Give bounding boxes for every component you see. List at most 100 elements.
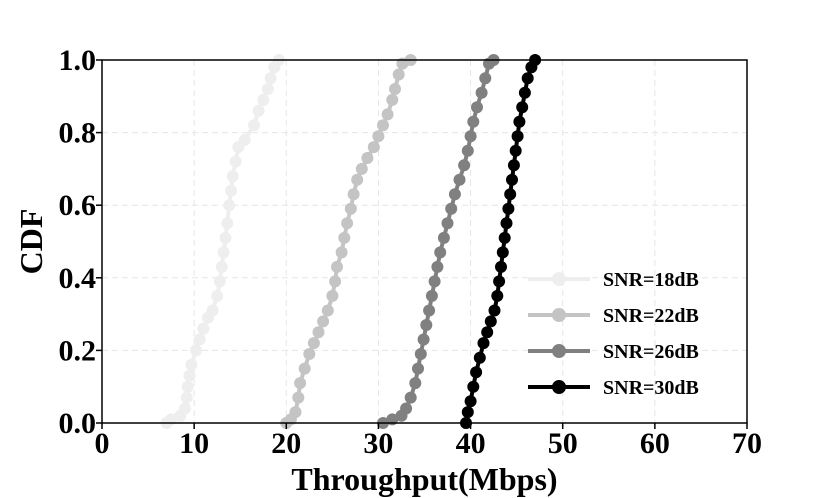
data-point — [488, 304, 501, 317]
data-point — [361, 152, 374, 164]
data-point — [420, 319, 433, 331]
y-axis-label: CDF — [13, 209, 49, 275]
data-point — [193, 333, 206, 346]
data-point — [516, 101, 529, 114]
data-point — [464, 395, 477, 408]
data-point — [312, 326, 325, 339]
data-point — [484, 315, 497, 328]
y-tick-label: 0.0 — [59, 407, 97, 440]
data-point — [225, 184, 237, 197]
data-point — [257, 93, 270, 106]
y-axis-ticks: 0.0 0.2 0.4 0.6 0.8 1.0 — [59, 44, 102, 440]
data-point — [467, 380, 480, 393]
data-point — [217, 246, 230, 259]
data-point — [471, 101, 483, 114]
legend-marker — [552, 380, 566, 394]
data-point — [185, 358, 198, 371]
data-point — [518, 86, 531, 99]
data-point — [461, 144, 474, 157]
data-point — [211, 289, 224, 302]
data-point — [338, 231, 351, 244]
data-point — [461, 406, 474, 419]
y-tick-label: 0.2 — [59, 334, 97, 367]
series-4 — [460, 54, 542, 429]
data-point — [504, 188, 517, 201]
data-point — [252, 104, 265, 117]
data-point — [206, 304, 219, 317]
x-tick-label: 10 — [179, 427, 209, 460]
data-point — [481, 326, 494, 339]
data-point — [425, 289, 438, 302]
data-point — [331, 260, 343, 273]
data-point — [183, 369, 196, 382]
data-point — [292, 391, 305, 404]
data-point — [381, 108, 394, 121]
data-point — [423, 304, 436, 317]
data-point — [326, 289, 339, 302]
data-point — [213, 275, 226, 288]
data-point — [511, 130, 524, 143]
data-point — [414, 348, 427, 360]
x-tick-label: 60 — [640, 427, 670, 460]
data-point — [351, 173, 364, 186]
data-point — [441, 217, 454, 230]
x-tick-label: 20 — [271, 427, 301, 460]
data-point — [180, 391, 193, 404]
series-3 — [377, 54, 500, 429]
x-axis-label: Throughput(Mbps) — [291, 461, 557, 497]
data-point — [434, 246, 447, 259]
data-point — [298, 362, 311, 375]
data-point — [238, 133, 251, 146]
data-point — [473, 351, 486, 364]
data-point — [215, 260, 228, 273]
data-point — [496, 246, 509, 259]
data-point — [229, 155, 242, 168]
data-point — [502, 202, 515, 215]
x-tick-label: 40 — [456, 427, 486, 460]
data-point — [190, 344, 202, 357]
data-point — [294, 377, 307, 390]
data-point — [507, 159, 520, 172]
data-point — [307, 337, 320, 350]
data-point — [178, 402, 191, 415]
data-point — [445, 202, 458, 215]
data-point — [404, 391, 417, 404]
y-tick-label: 1.0 — [59, 44, 97, 77]
data-point — [437, 231, 450, 244]
data-point — [226, 170, 239, 183]
data-point — [491, 289, 504, 302]
data-point — [400, 402, 413, 415]
data-point — [377, 119, 389, 132]
series-2 — [280, 54, 417, 429]
data-point — [317, 315, 330, 328]
data-point — [417, 333, 430, 346]
x-tick-label: 70 — [732, 427, 762, 460]
data-point — [219, 231, 232, 244]
legend-label: SNR=18dB — [603, 269, 699, 291]
data-point — [289, 406, 302, 419]
x-tick-label: 0 — [95, 427, 110, 460]
data-point — [521, 72, 534, 85]
data-point — [513, 115, 526, 128]
x-tick-label: 30 — [363, 427, 393, 460]
x-tick-label: 50 — [548, 427, 578, 460]
y-tick-label: 0.4 — [59, 262, 97, 295]
legend-label: SNR=26dB — [603, 341, 699, 363]
data-point — [389, 83, 401, 95]
data-point — [500, 217, 513, 230]
data-point — [479, 72, 492, 85]
series-line — [464, 59, 537, 424]
y-tick-label: 0.6 — [59, 189, 97, 222]
data-point — [428, 275, 441, 288]
data-point — [264, 72, 277, 85]
data-point — [470, 366, 483, 379]
series-1 — [160, 54, 285, 429]
legend-item: SNR=18dB — [528, 269, 699, 291]
legend-item: SNR=22dB — [528, 305, 699, 327]
data-point — [386, 93, 399, 106]
data-point — [506, 173, 518, 186]
data-point — [321, 304, 334, 317]
data-point — [464, 130, 477, 143]
data-point — [453, 173, 466, 186]
